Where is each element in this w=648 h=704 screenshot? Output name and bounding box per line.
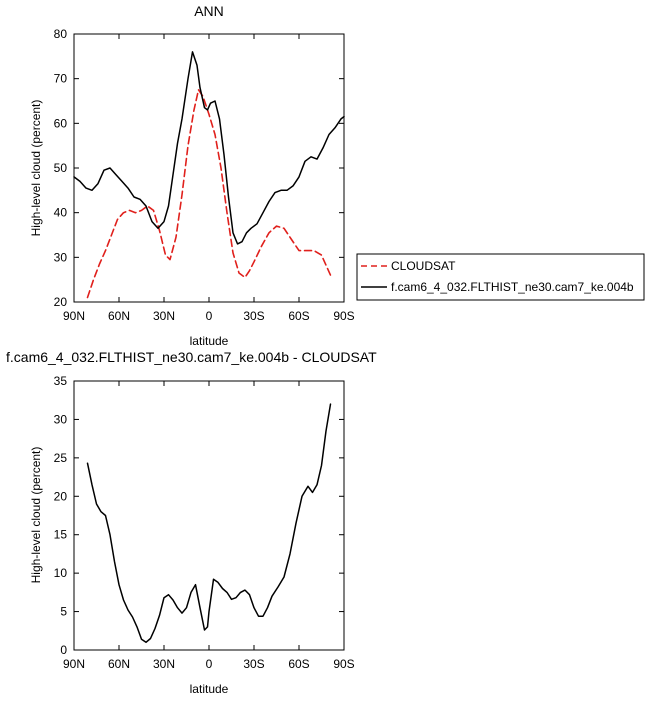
bottom-ticks: 90N 60N 30N 0 30S 60S 90S 0 5 10 15 20 25 30 35 (54, 374, 355, 671)
top-ticks: 90N 60N 30N 0 30S 60S 90S 20 30 40 50 60 70 80 (54, 27, 355, 323)
bottom-y-tick-label: 10 (54, 566, 68, 580)
top-series-line-1 (73, 51, 345, 245)
bottom-y-tick-label: 30 (54, 412, 68, 426)
bottom-y-tick-label: 15 (54, 528, 68, 542)
top-legend: CLOUDSAT f.cam6_4_032.FLTHIST_ne30.cam7_… (356, 253, 645, 301)
bottom-y-tick-label: 5 (60, 605, 67, 619)
bottom-x-tick-label: 0 (206, 657, 213, 671)
top-series-line-0 (86, 89, 332, 299)
top-x-tick-label: 90S (333, 309, 354, 323)
bottom-x-tick-label: 90N (63, 657, 85, 671)
bottom-x-tick-label: 60S (288, 657, 309, 671)
top-series (73, 51, 345, 299)
legend-label-cloudsat: CLOUDSAT (391, 259, 456, 273)
top-y-tick-label: 70 (54, 72, 68, 86)
top-y-tick-label: 30 (54, 250, 68, 264)
top-plot-frame (73, 33, 345, 303)
bottom-chart-title: f.cam6_4_032.FLTHIST_ne30.cam7_ke.004b -… (6, 349, 377, 365)
top-y-tick-label: 20 (54, 295, 68, 309)
bottom-series (86, 403, 332, 644)
top-x-tick-label: 90N (63, 309, 85, 323)
bottom-x-tick-label: 90S (333, 657, 354, 671)
bottom-x-tick-label: 60N (108, 657, 130, 671)
legend-label-model: f.cam6_4_032.FLTHIST_ne30.cam7_ke.004b (391, 280, 634, 294)
top-y-axis-title: High-level cloud (percent) (29, 100, 43, 237)
top-x-tick-label: 60S (288, 309, 309, 323)
bottom-y-tick-label: 0 (60, 643, 67, 657)
bottom-x-axis-title: latitude (190, 682, 229, 696)
bottom-y-tick-label: 35 (54, 374, 68, 388)
bottom-x-tick-label: 30S (243, 657, 264, 671)
top-y-tick-label: 50 (54, 161, 68, 175)
top-x-tick-label: 60N (108, 309, 130, 323)
top-x-tick-label: 30N (153, 309, 175, 323)
top-y-tick-label: 80 (54, 27, 68, 41)
bottom-y-tick-label: 20 (54, 489, 68, 503)
top-y-tick-label: 60 (54, 116, 68, 130)
bottom-x-tick-label: 30N (153, 657, 175, 671)
top-y-tick-label: 40 (54, 206, 68, 220)
bottom-y-tick-label: 25 (54, 451, 68, 465)
legend-box (356, 253, 645, 301)
bottom-panel: f.cam6_4_032.FLTHIST_ne30.cam7_ke.004b -… (6, 349, 377, 696)
top-x-axis-title: latitude (190, 334, 229, 348)
bottom-series-line-0 (86, 403, 332, 644)
top-panel: ANN 90N 60N 30N 0 30S 60S 90S 20 30 40 50 60 70 80 la… (29, 3, 645, 348)
top-chart-title: ANN (194, 3, 224, 19)
top-x-tick-label: 0 (206, 309, 213, 323)
bottom-y-axis-title: High-level cloud (percent) (29, 447, 43, 584)
top-x-tick-label: 30S (243, 309, 264, 323)
